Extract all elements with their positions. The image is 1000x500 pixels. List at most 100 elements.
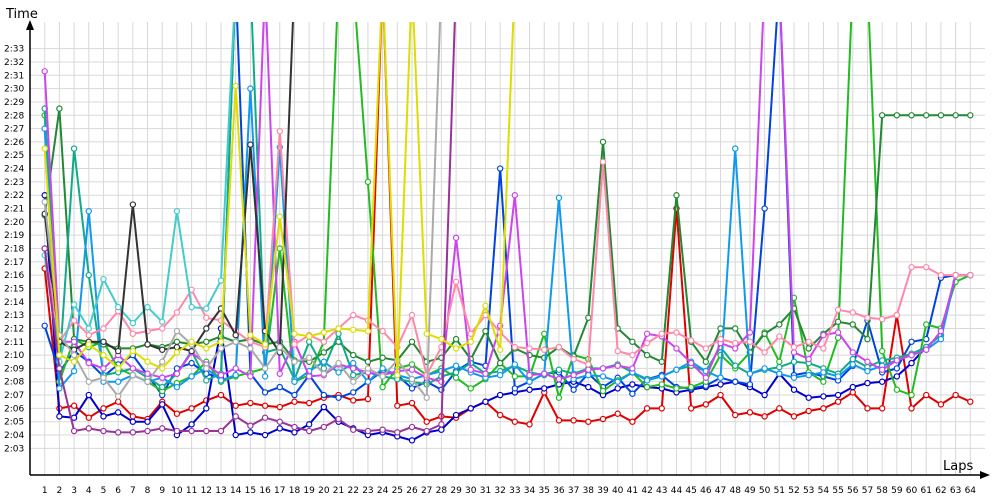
data-point <box>614 378 621 385</box>
series-line <box>43 22 441 399</box>
data-point <box>702 345 710 352</box>
data-point <box>893 357 901 364</box>
data-point <box>893 112 901 119</box>
y-tick-label: 2:05 <box>4 418 24 428</box>
data-point <box>129 413 137 420</box>
y-tick-label: 2:06 <box>4 404 24 414</box>
data-point <box>908 351 915 359</box>
data-point <box>864 367 871 375</box>
data-point <box>276 128 283 135</box>
series-14 <box>41 22 515 379</box>
y-tick-label: 2:08 <box>4 378 24 388</box>
x-tick-label: 5 <box>101 486 107 496</box>
data-point <box>350 378 357 385</box>
axes: Time Laps <box>5 7 990 479</box>
data-point <box>687 337 695 344</box>
data-point <box>159 346 166 353</box>
data-point <box>820 331 827 339</box>
data-point <box>394 371 401 379</box>
data-point <box>100 413 107 420</box>
x-tick-label: 64 <box>965 486 977 496</box>
data-point <box>878 378 886 385</box>
data-point <box>849 309 856 316</box>
data-point <box>232 82 239 90</box>
data-point <box>834 318 842 325</box>
data-point <box>276 213 283 220</box>
data-point <box>849 361 856 368</box>
data-point <box>732 325 739 332</box>
data-point <box>864 335 871 343</box>
y-tick-label: 2:31 <box>4 71 24 81</box>
data-point <box>717 381 724 388</box>
data-point <box>129 429 137 436</box>
data-point <box>834 398 842 405</box>
x-tick-label: 7 <box>130 486 136 496</box>
data-point <box>541 346 548 353</box>
data-point <box>878 347 886 355</box>
series-1 <box>41 22 974 428</box>
x-tick-label: 31 <box>480 486 491 496</box>
data-point <box>805 407 812 415</box>
data-point <box>878 405 886 412</box>
data-point <box>878 112 886 119</box>
data-point <box>776 370 783 377</box>
x-tick-label: 59 <box>891 486 903 496</box>
data-point <box>114 429 122 436</box>
data-point <box>643 339 651 347</box>
data-point <box>217 345 225 352</box>
data-point <box>276 370 283 377</box>
data-point <box>173 309 181 316</box>
data-point <box>291 378 298 385</box>
data-point <box>776 333 783 340</box>
data-point <box>687 405 695 412</box>
data-point <box>159 425 166 432</box>
data-point <box>967 271 974 279</box>
data-point <box>144 378 151 385</box>
x-tick-label: 32 <box>494 486 505 496</box>
data-point <box>129 201 137 208</box>
data-point <box>834 373 842 380</box>
data-point <box>188 347 195 355</box>
data-point <box>350 351 357 359</box>
data-point <box>732 339 739 347</box>
data-point <box>188 338 195 345</box>
y-tick-label: 2:32 <box>4 58 24 68</box>
data-point <box>56 105 63 112</box>
data-point <box>658 405 665 412</box>
data-point <box>555 366 563 373</box>
data-point <box>908 359 915 367</box>
y-tick-label: 2:24 <box>4 165 24 175</box>
data-point <box>878 315 886 323</box>
data-point <box>203 338 210 345</box>
data-point <box>41 322 48 329</box>
data-point <box>159 401 166 408</box>
data-point <box>70 338 78 345</box>
data-point <box>585 418 592 425</box>
data-point <box>173 327 181 335</box>
data-point <box>114 393 122 400</box>
data-point <box>937 271 945 279</box>
y-tick-labels: 2:03 2:04 2:05 2:06 2:07 2:08 2:09 2:10 2:11 2:12… <box>4 45 24 455</box>
data-point <box>585 371 592 379</box>
data-point <box>423 394 430 401</box>
y-tick-label: 2:25 <box>4 151 24 161</box>
data-point <box>379 365 386 372</box>
data-point <box>305 399 313 407</box>
data-point <box>100 351 107 359</box>
data-point <box>129 347 137 355</box>
data-point <box>643 405 651 412</box>
series-line <box>43 107 971 365</box>
series-line <box>43 22 515 377</box>
y-axis-title: Time <box>5 7 38 22</box>
data-point <box>276 403 283 411</box>
data-point <box>452 278 460 286</box>
data-point <box>511 192 519 199</box>
data-point <box>305 354 313 361</box>
data-point <box>159 374 166 381</box>
data-point <box>937 327 945 335</box>
data-point <box>188 427 195 435</box>
x-tick-label: 29 <box>450 486 462 496</box>
data-point <box>144 370 151 377</box>
data-point <box>452 234 460 242</box>
data-point <box>408 385 416 392</box>
